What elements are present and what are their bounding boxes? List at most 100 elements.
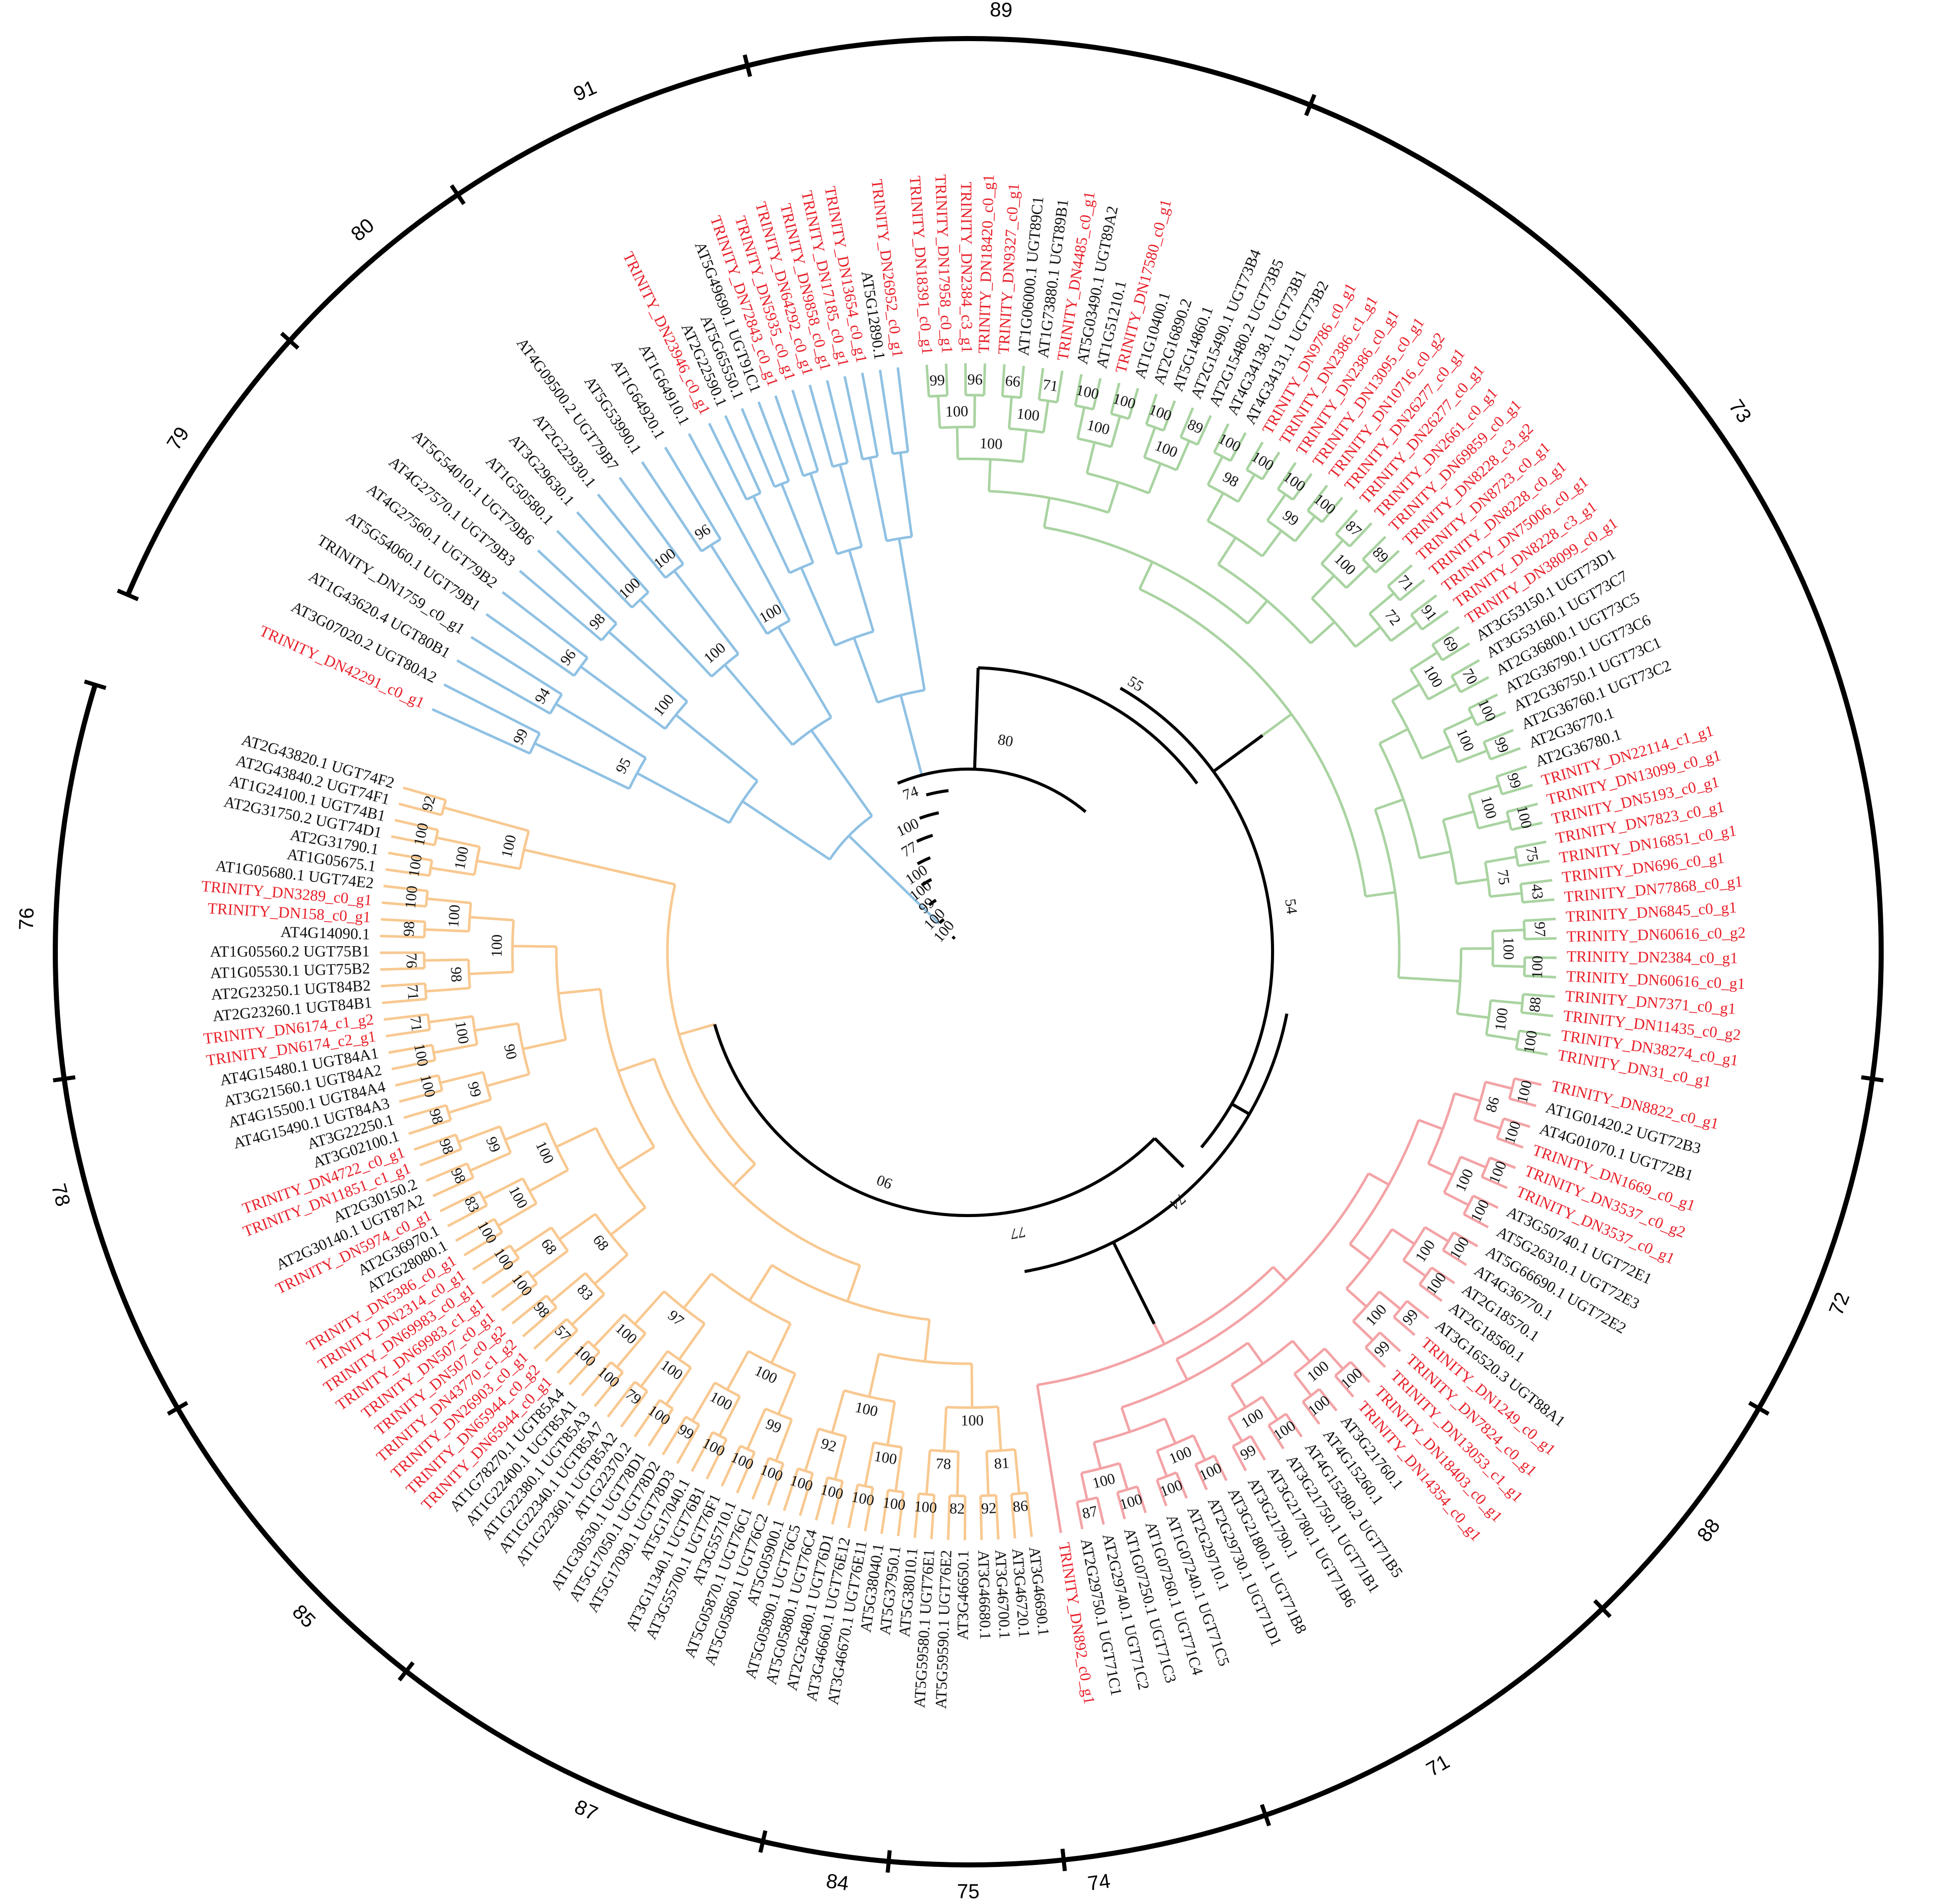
- branch-arc: [980, 1494, 996, 1497]
- support-value: 100: [979, 435, 1003, 453]
- branch-arc: [857, 1483, 873, 1489]
- backbone-radial: [973, 668, 980, 770]
- branch: [448, 1098, 491, 1114]
- support-value: 98: [401, 921, 418, 937]
- support-value: 100: [1521, 1029, 1541, 1055]
- clade-trunk: [679, 1023, 715, 1036]
- branch: [838, 464, 863, 547]
- branch: [469, 1152, 511, 1172]
- branch: [732, 1163, 756, 1187]
- branch: [1441, 642, 1470, 662]
- support-value: 98: [447, 966, 465, 982]
- support-value: 100: [1331, 550, 1359, 578]
- clade-trunk: [1153, 1323, 1166, 1345]
- branch: [1128, 388, 1140, 420]
- branch-arc: [1009, 427, 1044, 434]
- branch: [661, 1416, 687, 1456]
- branch: [426, 1162, 468, 1182]
- support-value: 100: [1075, 382, 1101, 403]
- branch: [1486, 1033, 1518, 1042]
- branch-arc: [471, 1016, 479, 1045]
- branch-arc: [521, 1178, 538, 1204]
- clade-trunk: [848, 835, 940, 925]
- branch: [1194, 1464, 1208, 1491]
- support-value: 100: [700, 639, 729, 667]
- branch: [1427, 1162, 1454, 1176]
- branch: [1042, 400, 1049, 433]
- support-value: 100: [758, 1461, 785, 1485]
- tree-branches: [379, 363, 1557, 1540]
- branch-arc: [929, 394, 947, 398]
- branch: [1096, 1497, 1105, 1525]
- branch: [1230, 1383, 1247, 1408]
- branch: [1310, 620, 1335, 644]
- support-value: 87: [1342, 517, 1364, 540]
- branch: [556, 530, 633, 609]
- branch: [391, 835, 435, 847]
- group-tick: [449, 184, 466, 205]
- branch: [486, 1072, 530, 1087]
- branch: [1093, 1442, 1102, 1469]
- branch: [1354, 626, 1382, 648]
- branch: [925, 1450, 931, 1495]
- branch: [1379, 1331, 1401, 1353]
- branch: [633, 1399, 661, 1438]
- branch: [1362, 536, 1387, 561]
- branch: [1250, 1435, 1266, 1461]
- branch: [665, 1367, 692, 1405]
- backbone-arc: [1024, 1013, 1289, 1273]
- branch: [1074, 374, 1083, 406]
- branch-arc: [892, 450, 908, 455]
- branch-arc: [1075, 404, 1094, 411]
- branch-arc: [930, 1449, 959, 1453]
- branch-arc: [566, 1318, 579, 1331]
- branch: [1503, 1117, 1531, 1128]
- branch: [1227, 1416, 1243, 1442]
- branch: [1107, 481, 1120, 513]
- branch: [1285, 1413, 1303, 1438]
- branch-arc: [509, 1244, 520, 1259]
- support-value: 100: [1477, 794, 1500, 820]
- branch-arc: [1462, 1195, 1474, 1215]
- branch: [997, 1406, 1002, 1451]
- branch: [1010, 1494, 1016, 1539]
- branch: [675, 714, 758, 782]
- branch: [979, 1496, 983, 1540]
- branch: [1155, 1450, 1168, 1477]
- branch: [641, 461, 703, 552]
- branch: [1525, 956, 1557, 959]
- branch: [380, 934, 425, 939]
- branch: [1272, 1266, 1288, 1282]
- branch: [1390, 621, 1418, 642]
- branch: [1217, 537, 1237, 565]
- branch: [1524, 975, 1557, 979]
- branch: [847, 1484, 859, 1529]
- branch: [1496, 1137, 1524, 1149]
- backbone-support: 100: [894, 815, 922, 840]
- branch: [741, 408, 776, 488]
- branch: [399, 1089, 443, 1103]
- support-value: 88: [1526, 996, 1544, 1013]
- backbone-arc: [1119, 686, 1274, 1149]
- branch: [1492, 964, 1525, 968]
- branch: [1136, 1486, 1147, 1513]
- branch: [1345, 1288, 1367, 1308]
- group-ring-arc: [1423, 158, 1884, 1745]
- leaf-label: TRINITY_DN18391_c0_g1: [906, 175, 937, 355]
- branch: [1453, 1231, 1478, 1248]
- branch: [491, 1270, 529, 1298]
- branch: [511, 1294, 548, 1325]
- branch: [1147, 463, 1162, 494]
- branch: [746, 1408, 767, 1450]
- branch: [458, 1125, 501, 1144]
- branch: [1266, 494, 1287, 522]
- branch: [1321, 497, 1344, 523]
- branch: [944, 363, 949, 396]
- branch: [846, 1265, 861, 1302]
- branch: [513, 1226, 552, 1253]
- support-value: 68: [538, 1236, 560, 1258]
- branch: [607, 1381, 636, 1418]
- branch: [1206, 492, 1224, 522]
- branch-arc: [1402, 1226, 1426, 1261]
